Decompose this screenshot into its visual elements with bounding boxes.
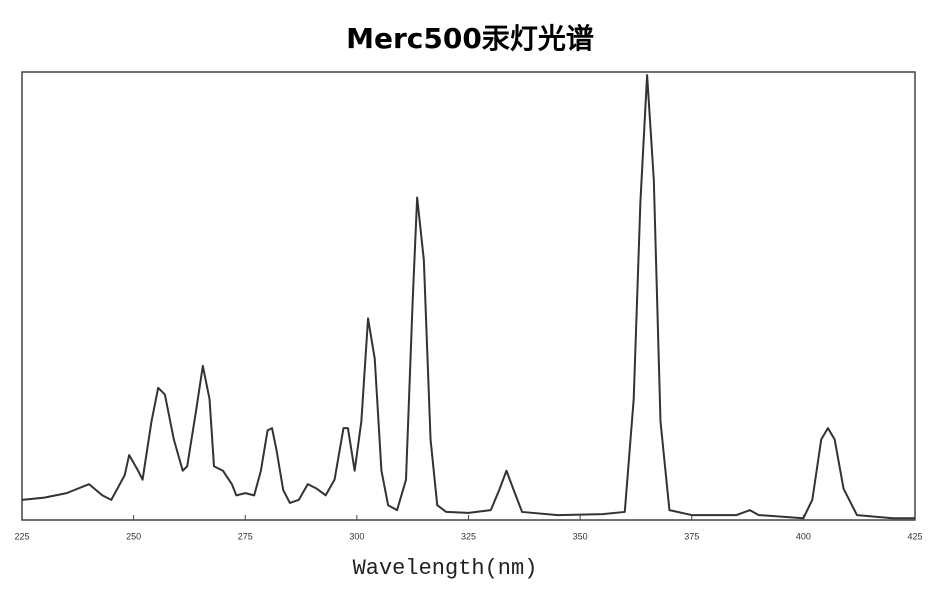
x-axis-label: Wavelength(nm)	[353, 556, 538, 581]
x-tick-label: 300	[349, 531, 364, 541]
x-tick-label: 400	[796, 531, 811, 541]
x-tick-label: 350	[573, 531, 588, 541]
x-tick-label: 425	[907, 531, 922, 541]
spectrum-line	[21, 74, 915, 520]
x-tick-label: 225	[14, 531, 29, 541]
chart-title: Merc500汞灯光谱	[346, 22, 594, 55]
x-tick-label: 275	[238, 531, 253, 541]
plot-frame	[21, 71, 916, 521]
x-tick-label: 325	[461, 531, 476, 541]
x-tick-label: 250	[126, 531, 141, 541]
x-tick-label: 375	[684, 531, 699, 541]
